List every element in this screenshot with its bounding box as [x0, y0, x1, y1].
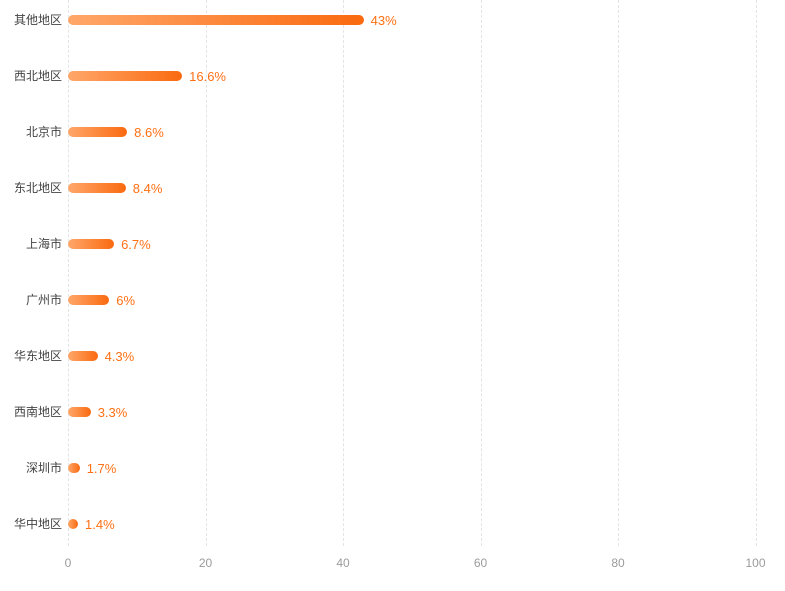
category-label: 华东地区 [13, 349, 62, 363]
category-label: 深圳市 [25, 461, 62, 475]
value-label: 16.6% [189, 69, 226, 84]
bar-5 [68, 239, 115, 249]
category-label: 其他地区 [13, 13, 62, 27]
bar-6 [68, 295, 110, 305]
value-label: 43% [370, 13, 397, 28]
bar-4 [68, 183, 126, 193]
category-label: 广州市 [25, 293, 62, 307]
bar-1 [68, 15, 364, 25]
gridline [480, 0, 482, 546]
x-tick-label: 80 [611, 556, 625, 570]
value-label: 3.3% [97, 405, 128, 420]
bar-10 [68, 519, 78, 529]
category-label: 西北地区 [13, 69, 62, 83]
value-label: 6% [116, 293, 136, 308]
gridline [68, 0, 69, 546]
x-tick-label: 20 [198, 556, 213, 570]
category-label: 上海市 [25, 237, 62, 251]
gridline [343, 0, 344, 546]
category-label: 华中地区 [13, 517, 62, 531]
bar-2 [68, 71, 183, 81]
gridline [205, 0, 207, 546]
bar-8 [68, 407, 91, 417]
value-label: 1.7% [86, 461, 117, 476]
gridline [755, 0, 757, 546]
value-label: 8.6% [134, 125, 164, 140]
x-tick-label: 40 [336, 556, 350, 570]
category-label: 西南地区 [13, 405, 62, 419]
value-label: 8.4% [132, 181, 163, 196]
bar-9 [68, 463, 80, 473]
bar-7 [68, 351, 98, 361]
value-label: 4.3% [104, 349, 135, 364]
value-label: 6.7% [121, 237, 151, 252]
x-tick-label: 100 [745, 556, 766, 570]
category-label: 北京市 [25, 125, 62, 139]
value-label: 1.4% [85, 517, 115, 532]
category-label: 东北地区 [13, 181, 62, 195]
x-tick-label: 60 [473, 556, 488, 570]
x-tick-label: 0 [64, 556, 72, 570]
gridline [618, 0, 619, 546]
bar-3 [68, 127, 128, 137]
